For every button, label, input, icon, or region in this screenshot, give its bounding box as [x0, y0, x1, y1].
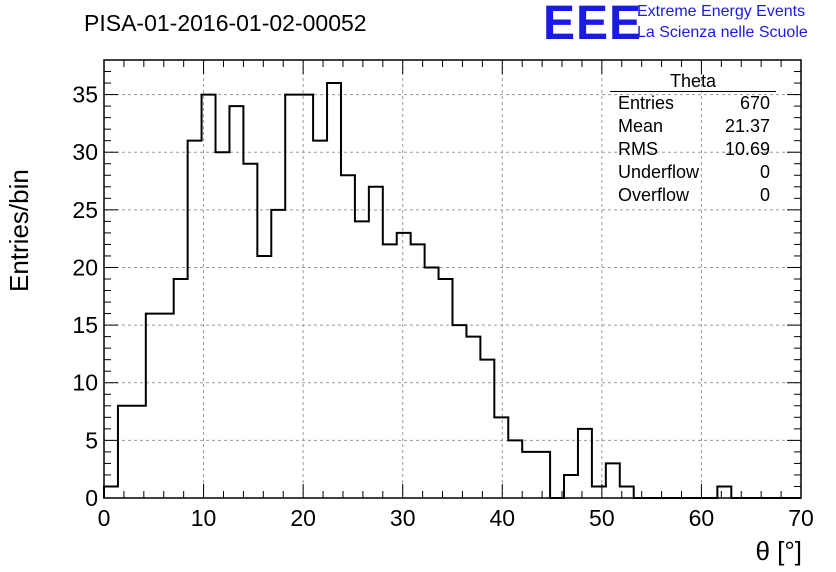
- stats-value: 10.69: [724, 139, 770, 159]
- stats-label: Underflow: [618, 162, 700, 182]
- run-title: PISA-01-2016-01-02-00052: [84, 10, 367, 36]
- stats-row-underflow: Underflow 0: [610, 161, 776, 184]
- x-tick-label: 60: [689, 505, 715, 531]
- x-tick-label: 40: [489, 505, 515, 531]
- x-tick-label: 10: [191, 505, 217, 531]
- stats-box: Theta Entries 670 Mean 21.37 RMS 10.69 U…: [610, 72, 776, 207]
- logo-caption-line1: Extreme Energy Events: [637, 3, 806, 20]
- y-tick-label: 15: [72, 312, 98, 338]
- y-axis-label: Entries/bin: [4, 169, 34, 292]
- y-tick-label: 25: [72, 197, 98, 223]
- stats-value: 0: [759, 185, 770, 205]
- x-tick-label: 50: [589, 505, 615, 531]
- x-tick-label: 0: [98, 505, 111, 531]
- stats-title: Theta: [610, 72, 776, 92]
- y-tick-label: 20: [72, 254, 98, 280]
- x-tick-label: 30: [390, 505, 416, 531]
- y-tick-label: 35: [72, 82, 98, 108]
- x-tick-label: 70: [788, 505, 814, 531]
- stats-label: Overflow: [618, 185, 690, 205]
- stats-row-rms: RMS 10.69: [610, 138, 776, 161]
- histogram-line: [103, 82, 801, 499]
- stats-label: Entries: [618, 93, 675, 113]
- logo-caption-line2: La Scienza nelle Scuole: [637, 24, 808, 41]
- y-tick-label: 30: [72, 139, 98, 165]
- y-tick-label: 5: [85, 427, 98, 453]
- stats-label: RMS: [618, 139, 658, 159]
- stats-row-overflow: Overflow 0: [610, 184, 776, 207]
- y-tick-label: 0: [85, 485, 98, 511]
- x-axis-label: θ [°]: [755, 536, 802, 566]
- stats-value: 21.37: [724, 116, 770, 136]
- stats-row-mean: Mean 21.37: [610, 115, 776, 138]
- y-tick-label: 10: [72, 370, 98, 396]
- stats-row-entries: Entries 670: [610, 92, 776, 115]
- stats-value: 670: [739, 93, 770, 113]
- x-tick-label: 20: [290, 505, 316, 531]
- stats-label: Mean: [618, 116, 664, 136]
- eee-logo: EEE: [543, 0, 643, 50]
- stats-value: 0: [759, 162, 770, 182]
